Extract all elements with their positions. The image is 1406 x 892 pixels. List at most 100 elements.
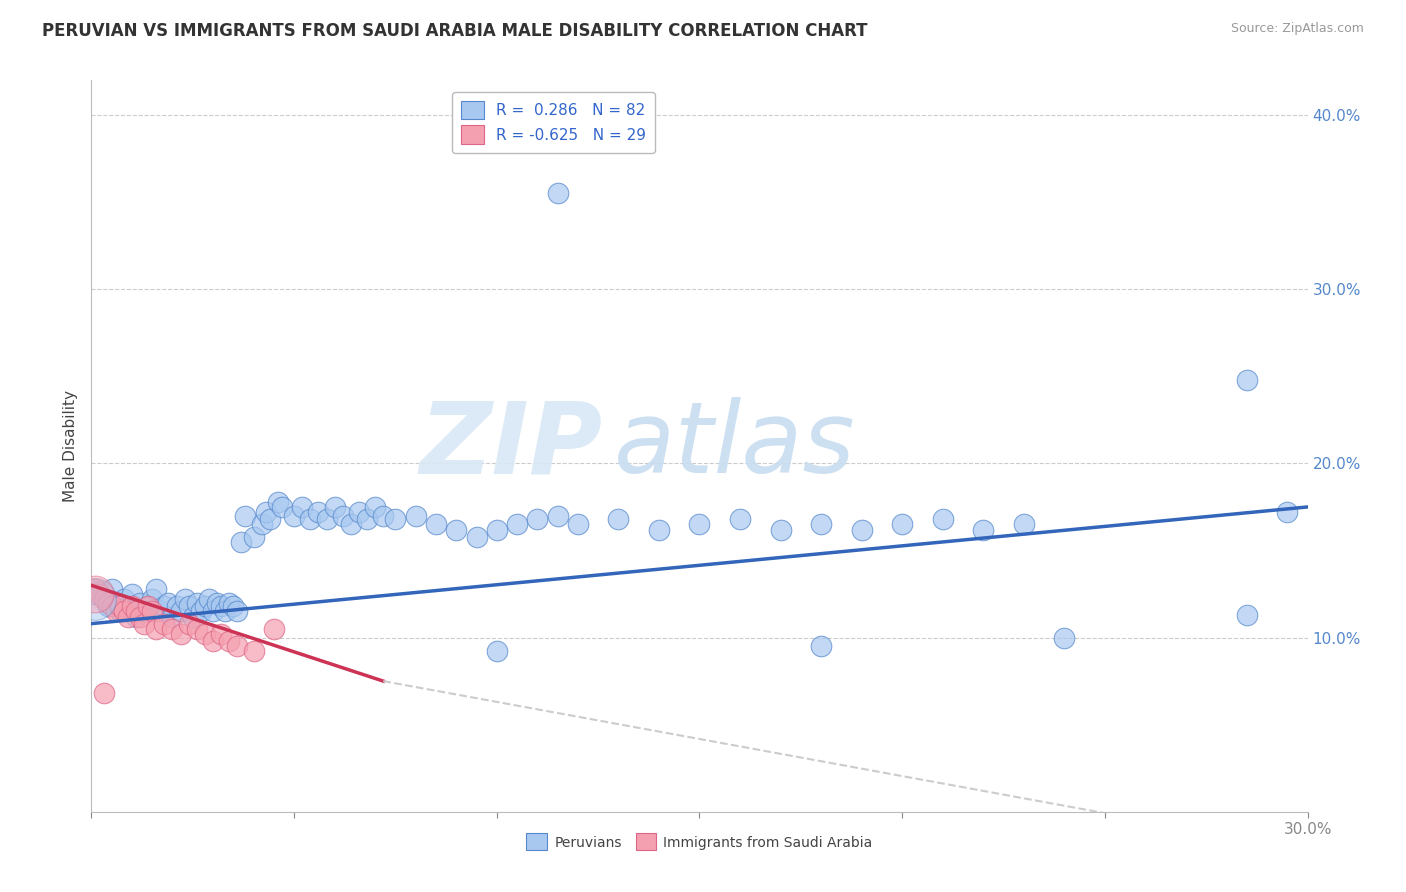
Point [177, 599, 200, 614]
Point [149, 604, 172, 618]
Point [186, 596, 208, 610]
Point [728, 512, 751, 526]
Point [153, 616, 176, 631]
Point [235, 508, 257, 523]
Point [810, 517, 832, 532]
Point [485, 644, 508, 658]
Text: atlas: atlas [614, 398, 856, 494]
Point [259, 512, 281, 526]
Point [153, 599, 176, 614]
Point [226, 640, 249, 654]
Point [222, 599, 245, 614]
Point [104, 596, 127, 610]
Point [121, 587, 143, 601]
Point [84, 587, 107, 601]
Point [1236, 607, 1258, 622]
Point [100, 599, 122, 614]
Point [141, 592, 163, 607]
Point [186, 622, 208, 636]
Point [190, 604, 212, 618]
Point [485, 523, 508, 537]
Point [972, 523, 994, 537]
Point [218, 596, 240, 610]
Point [226, 604, 249, 618]
Point [299, 512, 322, 526]
Legend: Peruvians, Immigrants from Saudi Arabia: Peruvians, Immigrants from Saudi Arabia [520, 828, 879, 856]
Point [141, 604, 163, 618]
Point [364, 500, 387, 514]
Point [1277, 505, 1299, 519]
Point [132, 604, 155, 618]
Point [332, 508, 354, 523]
Point [145, 582, 167, 596]
Point [315, 512, 337, 526]
Point [97, 596, 120, 610]
Point [136, 599, 159, 614]
Point [202, 634, 225, 648]
Point [648, 523, 671, 537]
Point [125, 604, 148, 618]
Point [108, 604, 131, 618]
Point [194, 599, 217, 614]
Point [100, 582, 122, 596]
Point [181, 609, 204, 624]
Point [157, 596, 180, 610]
Point [84, 587, 107, 601]
Point [769, 523, 792, 537]
Point [263, 622, 285, 636]
Point [166, 599, 188, 614]
Point [93, 592, 115, 607]
Point [173, 592, 195, 607]
Text: Source: ZipAtlas.com: Source: ZipAtlas.com [1230, 22, 1364, 36]
Point [145, 622, 167, 636]
Point [547, 186, 569, 201]
Point [84, 582, 107, 596]
Text: ZIP: ZIP [419, 398, 602, 494]
Point [202, 604, 225, 618]
Point [526, 512, 548, 526]
Point [169, 604, 191, 618]
Y-axis label: Male Disability: Male Disability [62, 390, 77, 502]
Point [177, 616, 200, 631]
Point [214, 604, 236, 618]
Point [242, 530, 264, 544]
Point [271, 500, 294, 514]
Point [307, 505, 329, 519]
Point [117, 609, 139, 624]
Point [405, 508, 427, 523]
Point [506, 517, 529, 532]
Point [607, 512, 630, 526]
Point [242, 644, 264, 658]
Point [1053, 631, 1076, 645]
Point [931, 512, 953, 526]
Point [1236, 373, 1258, 387]
Point [108, 599, 131, 614]
Point [84, 592, 107, 607]
Point [810, 640, 832, 654]
Point [129, 596, 152, 610]
Point [93, 592, 115, 607]
Point [891, 517, 914, 532]
Point [347, 505, 370, 519]
Point [121, 599, 143, 614]
Point [117, 599, 139, 614]
Point [250, 517, 273, 532]
Point [97, 599, 120, 614]
Point [323, 500, 346, 514]
Point [231, 534, 253, 549]
Point [209, 599, 232, 614]
Point [444, 523, 467, 537]
Point [89, 587, 111, 601]
Point [194, 627, 217, 641]
Point [340, 517, 363, 532]
Point [132, 616, 155, 631]
Point [89, 583, 111, 598]
Point [218, 634, 240, 648]
Text: PERUVIAN VS IMMIGRANTS FROM SAUDI ARABIA MALE DISABILITY CORRELATION CHART: PERUVIAN VS IMMIGRANTS FROM SAUDI ARABIA… [42, 22, 868, 40]
Point [547, 508, 569, 523]
Point [254, 505, 277, 519]
Point [291, 500, 314, 514]
Point [112, 604, 135, 618]
Point [425, 517, 447, 532]
Point [384, 512, 406, 526]
